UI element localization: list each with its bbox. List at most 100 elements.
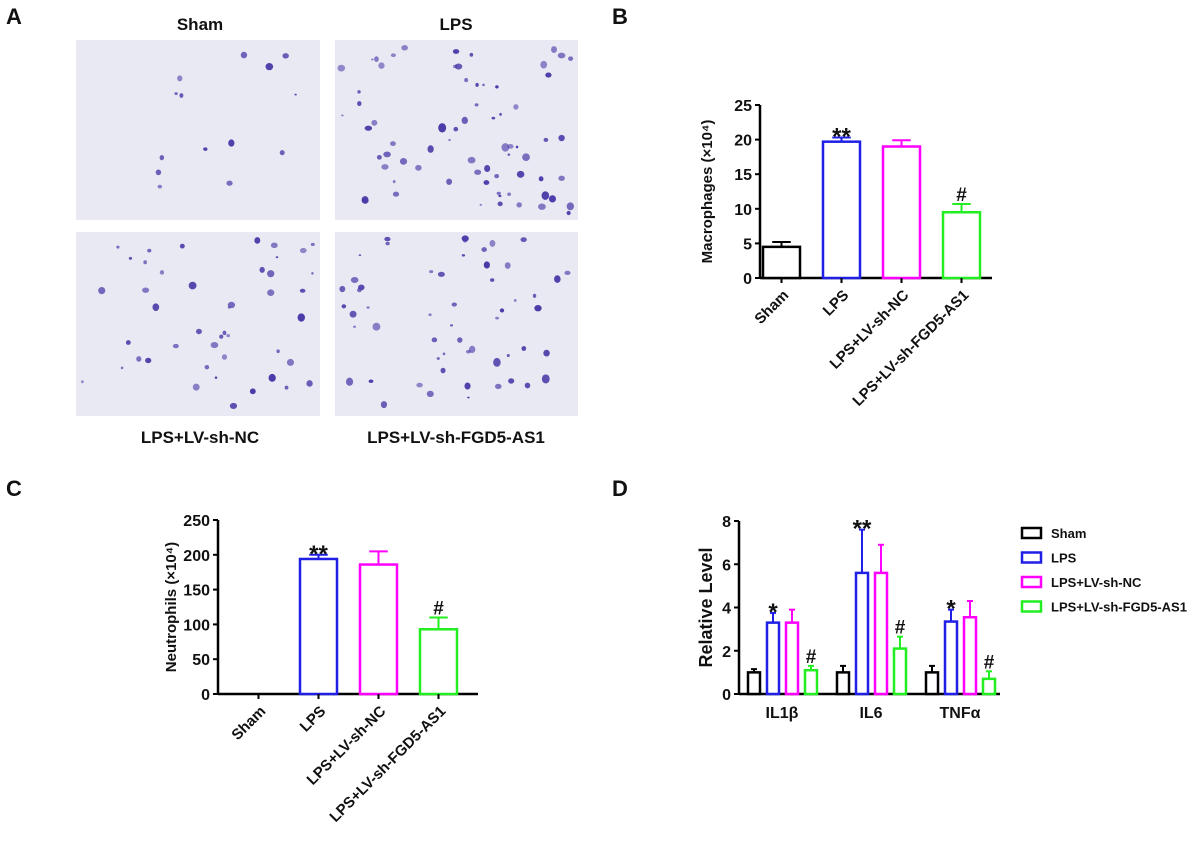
micrograph-sham	[76, 40, 320, 220]
legend-item: Sham	[1020, 526, 1086, 541]
stained-cell	[497, 201, 503, 207]
y-tick-label: 6	[722, 557, 731, 574]
stained-cell	[452, 64, 458, 69]
stained-cell	[436, 357, 440, 360]
stained-cell	[482, 83, 485, 87]
stained-cell	[341, 304, 347, 309]
stained-cell	[507, 192, 511, 196]
legend-swatch	[1020, 600, 1043, 613]
bar	[835, 671, 851, 696]
stained-cell	[142, 287, 150, 293]
stained-cell	[468, 345, 476, 354]
stained-cell	[371, 119, 378, 126]
stained-cell	[221, 354, 228, 360]
stained-cell	[226, 333, 230, 338]
panel-label-a: A	[6, 4, 22, 29]
stained-cell	[474, 169, 482, 175]
y-tick-label: 8	[722, 514, 731, 531]
panel-label-b: B	[612, 4, 628, 29]
significance-marker: *	[946, 596, 956, 623]
y-axis-label: Neutrophils (×10⁴)	[163, 542, 180, 672]
x-tick-label: LPS+LV-sh-FGD5-AS1	[849, 287, 972, 410]
stained-cell	[522, 153, 530, 162]
stained-cell	[267, 289, 275, 297]
y-tick-label: 250	[183, 513, 210, 530]
stained-cell	[428, 313, 432, 317]
x-tick-label: LPS	[820, 287, 853, 320]
stained-cell	[159, 155, 165, 161]
bar	[765, 621, 781, 696]
stained-cell	[279, 150, 285, 156]
stained-cell	[464, 382, 471, 390]
stained-cell	[310, 242, 315, 246]
significance-marker: #	[433, 598, 444, 619]
stained-cell	[496, 191, 501, 196]
stained-cell	[438, 123, 447, 133]
stained-cell	[494, 173, 500, 179]
panel-label-d: D	[612, 476, 628, 501]
stained-cell	[521, 346, 527, 351]
stained-cell	[449, 324, 454, 327]
x-tick-label: LPS	[297, 703, 330, 736]
y-tick-label: 10	[734, 202, 752, 219]
stained-cell	[188, 281, 197, 290]
y-tick-label: 0	[201, 687, 210, 704]
bar	[358, 563, 399, 696]
legend-item: LPS	[1020, 551, 1077, 566]
legend-item: LPS+LV-sh-FGD5-AS1	[1020, 600, 1187, 615]
stained-cell	[469, 52, 474, 57]
stained-cell	[306, 380, 313, 387]
bar	[761, 245, 802, 280]
stained-cell	[416, 382, 423, 388]
bar	[943, 620, 959, 696]
stained-cell	[384, 236, 391, 242]
significance-marker: #	[895, 618, 906, 639]
stained-cell	[524, 382, 531, 389]
stained-cell	[116, 245, 120, 249]
stained-cell	[361, 197, 369, 204]
stained-cell	[159, 270, 165, 275]
stained-cell	[276, 349, 280, 354]
stained-cell	[498, 194, 502, 198]
bar	[298, 557, 339, 696]
y-tick-label: 20	[734, 133, 752, 150]
stained-cell	[259, 266, 265, 273]
stained-cell	[364, 125, 373, 131]
stained-cell	[451, 302, 457, 307]
stained-cell	[475, 82, 479, 87]
stained-cell	[125, 340, 131, 345]
stained-cell	[179, 243, 185, 249]
stained-cell	[385, 241, 390, 246]
stained-cell	[454, 63, 463, 70]
stained-cell	[457, 337, 463, 343]
stained-cell	[483, 180, 490, 185]
y-tick-label: 0	[743, 271, 752, 288]
panel-label-c: C	[6, 476, 22, 501]
stained-cell	[136, 356, 142, 362]
bar-chart-macrophages: 0 5 10 15 20 25 Macrophages (×10⁴) Sham ** LPSLPS…	[699, 98, 992, 410]
stained-cell	[513, 104, 519, 110]
stained-cell	[501, 143, 510, 152]
stained-cell	[350, 276, 359, 283]
stained-cell	[311, 272, 314, 275]
stained-cell	[506, 353, 510, 358]
stained-cell	[81, 380, 84, 384]
significance-marker: #	[806, 647, 817, 668]
stained-cell	[339, 285, 346, 293]
stained-cell	[493, 357, 501, 367]
stained-cell	[568, 56, 574, 61]
stained-cell	[545, 72, 552, 78]
stained-cell	[357, 101, 362, 107]
y-tick-label: 5	[743, 236, 752, 253]
legend-swatch	[1020, 551, 1043, 564]
stained-cell	[378, 62, 385, 69]
y-axis-label: Macrophages (×10⁴)	[699, 120, 716, 264]
stained-cell	[222, 330, 227, 336]
stained-cell	[374, 56, 379, 62]
stained-cell	[337, 64, 346, 72]
stained-cell	[147, 248, 152, 253]
significance-marker: #	[956, 185, 967, 206]
stained-cell	[474, 103, 479, 107]
stained-cell	[345, 377, 354, 386]
